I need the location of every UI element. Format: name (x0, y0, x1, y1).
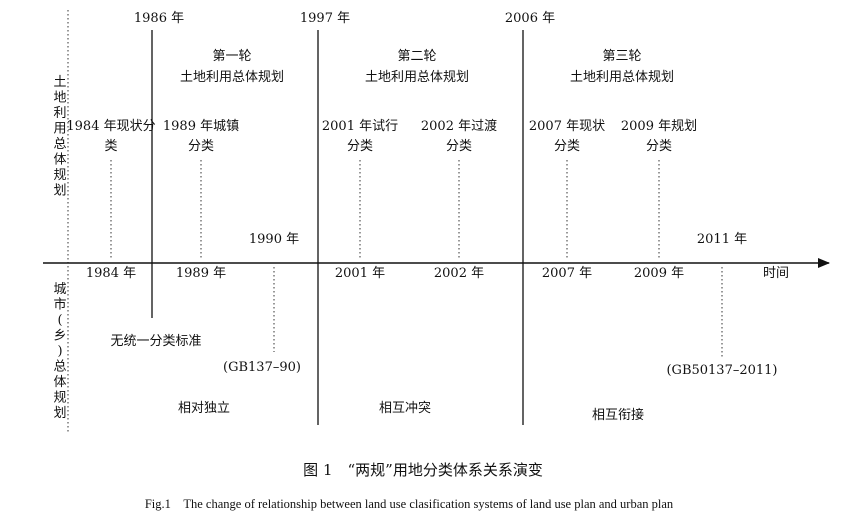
round-2-title: 第二轮 (397, 49, 436, 64)
urban-year-2011: 2011 年 (697, 232, 747, 247)
phase-year-1997: 1997 年 (300, 11, 350, 26)
urban-plan-vertical-label: 城市(乡)总体规划 (53, 282, 66, 421)
axis-year-1989: 1989 年 (176, 266, 226, 281)
land-class-2002-line1: 2002 年过渡 (421, 118, 497, 134)
round-1-subtitle: 土地利用总体规划 (180, 70, 284, 85)
axis-year-1984: 1984 年 (86, 266, 136, 281)
figure-caption-cn: 图 1 “两规”用地分类体系关系演变 (303, 461, 543, 479)
land-class-2002-line2: 分类 (446, 139, 472, 154)
phase-year-1986: 1986 年 (134, 11, 184, 26)
relationship-conflict: 相互冲突 (379, 400, 431, 416)
land-class-2007-line2: 分类 (554, 139, 580, 154)
gb50137-2011-label: (GB50137–2011) (666, 363, 777, 378)
figure-caption-en: Fig.1 The change of relationship between… (145, 497, 674, 511)
time-axis-label: 时间 (763, 266, 789, 281)
no-unified-standard-label: 无统一分类标准 (110, 334, 201, 349)
relationship-connection: 相互衔接 (592, 407, 644, 423)
land-class-2009-line2: 分类 (646, 139, 672, 154)
urban-year-1990: 1990 年 (249, 232, 299, 247)
gb137-90-label: (GB137–90) (223, 360, 301, 375)
land-class-2001-line2: 分类 (347, 139, 373, 154)
relationship-independent: 相对独立 (178, 401, 230, 416)
axis-year-2001: 2001 年 (335, 266, 385, 281)
land-class-2009-line1: 2009 年规划 (621, 119, 697, 134)
land-class-1989-line1: 1989 年城镇 (163, 119, 239, 134)
land-class-2001-line1: 2001 年试行 (322, 119, 398, 134)
land-class-1984-line2: 类 (104, 139, 117, 154)
axis-year-2009: 2009 年 (634, 266, 684, 281)
round-1-title: 第一轮 (212, 49, 251, 64)
phase-year-2006: 2006 年 (505, 11, 555, 26)
land-use-plan-vertical-label: 土地利用总体规划 (53, 75, 66, 199)
axis-year-2002: 2002 年 (434, 266, 484, 281)
round-2-subtitle: 土地利用总体规划 (365, 70, 469, 85)
land-class-1989-line2: 分类 (188, 139, 214, 154)
land-class-1984-line1: 1984 年现状分 (66, 119, 155, 134)
axis-year-2007: 2007 年 (542, 266, 592, 281)
round-3-title: 第三轮 (602, 49, 641, 64)
round-3-subtitle: 土地利用总体规划 (570, 70, 674, 85)
land-class-2007-line1: 2007 年现状 (529, 119, 605, 134)
